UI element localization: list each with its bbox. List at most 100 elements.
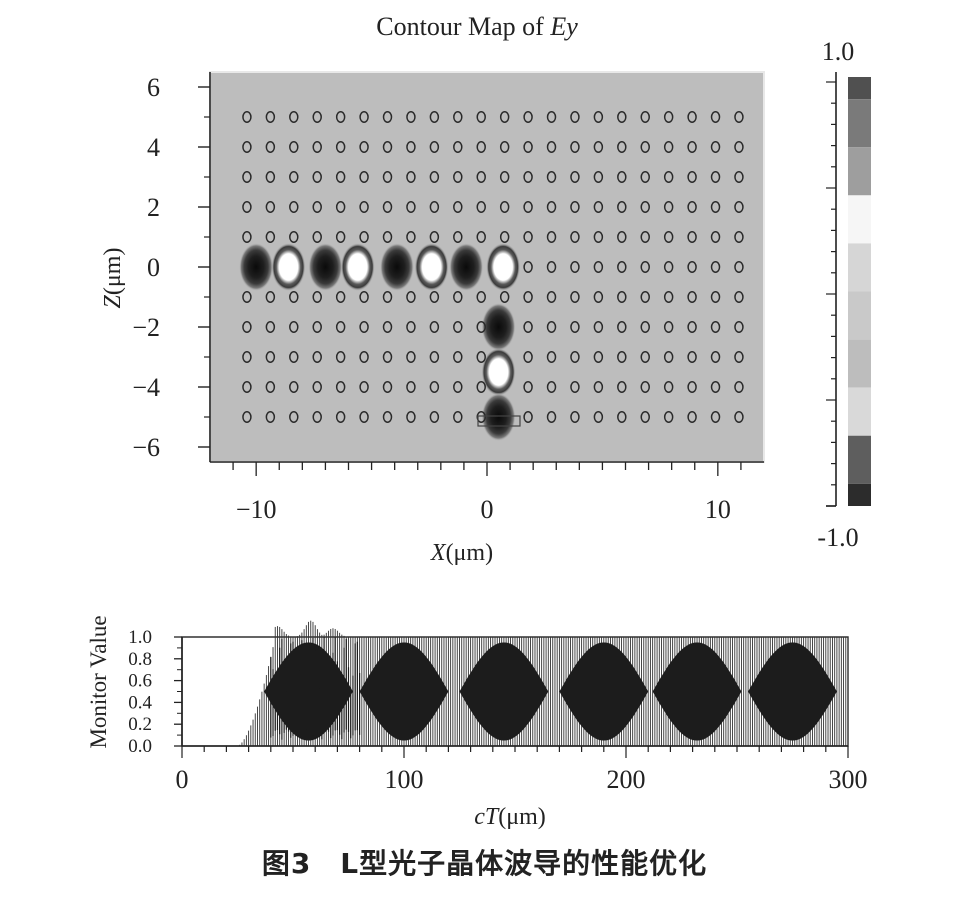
lattice-rod (734, 171, 744, 183)
lattice-rod (406, 141, 416, 153)
lattice-rod (546, 171, 557, 183)
lattice-rod (546, 231, 557, 243)
lattice-rod (523, 111, 533, 123)
lattice-rod (476, 411, 486, 423)
contour-title-var: Ey (549, 12, 578, 41)
lattice-rod (242, 291, 252, 303)
lattice-rod (499, 291, 510, 303)
lattice-rod (734, 381, 744, 393)
lattice-rod (640, 291, 650, 303)
lattice-rod (242, 321, 252, 333)
contour-x-ticks: −10 0 10 (232, 462, 742, 524)
lattice-rod (453, 111, 463, 123)
lattice-rod (710, 381, 721, 393)
y-tick-label: 2 (147, 193, 160, 222)
lattice-rod (453, 141, 463, 153)
lattice-rod (734, 111, 744, 123)
lattice-rod (570, 171, 580, 183)
lattice-rod (523, 321, 533, 333)
lattice-rod (593, 171, 604, 183)
lattice-rod (593, 411, 604, 423)
lattice-rod (523, 171, 533, 183)
lattice-rod (687, 321, 697, 333)
y-tick-label: 4 (147, 133, 160, 162)
lattice-rod (453, 411, 463, 423)
lattice-rod (687, 381, 697, 393)
lattice-rod (453, 351, 463, 363)
x-tick-label: 200 (607, 765, 646, 794)
x-tick-label: 0 (176, 765, 189, 794)
lattice-rod (687, 141, 697, 153)
lattice-rod (546, 141, 557, 153)
lattice-rod (242, 171, 252, 183)
colorbar-min-label: -1.0 (817, 523, 858, 552)
lattice-rod (570, 231, 580, 243)
lattice-rod (476, 141, 486, 153)
lattice-rod (523, 291, 533, 303)
lattice-rod (289, 351, 299, 363)
figure-caption: 图3 L型光子晶体波导的性能优化 (261, 847, 708, 880)
colorbar-band (848, 99, 871, 148)
lattice-rod (663, 381, 674, 393)
colorbar-band (848, 483, 871, 506)
lattice-rod (617, 411, 627, 423)
lattice-rod (289, 291, 299, 303)
lattice-rod (523, 201, 533, 213)
colorbar-band (848, 195, 871, 244)
lattice-rod (335, 381, 346, 393)
contour-x-axis-label: X(μm) (430, 540, 493, 566)
lattice-rod (734, 291, 744, 303)
lattice-rod (265, 231, 276, 243)
lattice-rod (640, 261, 650, 273)
lattice-rod (640, 381, 650, 393)
lattice-rod (265, 351, 276, 363)
lattice-rod (406, 171, 416, 183)
lattice-rod (312, 381, 322, 393)
field-spot (271, 243, 306, 291)
contour-title: Contour Map of Ey (376, 12, 578, 41)
lattice-rod (546, 291, 557, 303)
field-spot (481, 303, 516, 351)
lattice-rod (382, 411, 393, 423)
lattice-rod (710, 291, 721, 303)
monitor-box (477, 415, 521, 427)
lattice-rod (406, 111, 416, 123)
lattice-rod (359, 141, 369, 153)
lattice-rod (734, 411, 744, 423)
lattice-rod (406, 201, 416, 213)
lattice-rod (640, 321, 650, 333)
lattice-rod (265, 291, 276, 303)
lattice-rod (335, 411, 346, 423)
lattice-rod (640, 201, 650, 213)
lattice-rod (523, 381, 533, 393)
lattice-rod (335, 141, 346, 153)
field-spot (379, 243, 414, 291)
lattice-rod (687, 351, 697, 363)
lattice-rod (406, 291, 416, 303)
lattice-rod (265, 201, 276, 213)
lattice-rod (687, 261, 697, 273)
lattice-rod (429, 321, 440, 333)
lattice-rod (617, 111, 627, 123)
lattice-rod (289, 231, 299, 243)
lattice-rod (570, 351, 580, 363)
lattice-rod (429, 381, 440, 393)
monitor-x-axis-label: cT(μm) (474, 804, 546, 830)
lattice-rod (663, 261, 674, 273)
lattice-rod (663, 171, 674, 183)
lattice-rod (593, 231, 604, 243)
lattice-rod (710, 111, 721, 123)
lattice-rod (453, 171, 463, 183)
lattice-rod (593, 111, 604, 123)
lattice-rod (570, 111, 580, 123)
colorbar-ticks (826, 81, 836, 507)
lattice-rod (289, 321, 299, 333)
lattice-rod (359, 411, 369, 423)
lattice-rod (359, 231, 369, 243)
lattice-rod (312, 351, 322, 363)
lattice-rod (429, 351, 440, 363)
lattice-rod (640, 171, 650, 183)
lattice-rod (546, 201, 557, 213)
lattice-rod (640, 351, 650, 363)
lattice-rod (312, 141, 322, 153)
